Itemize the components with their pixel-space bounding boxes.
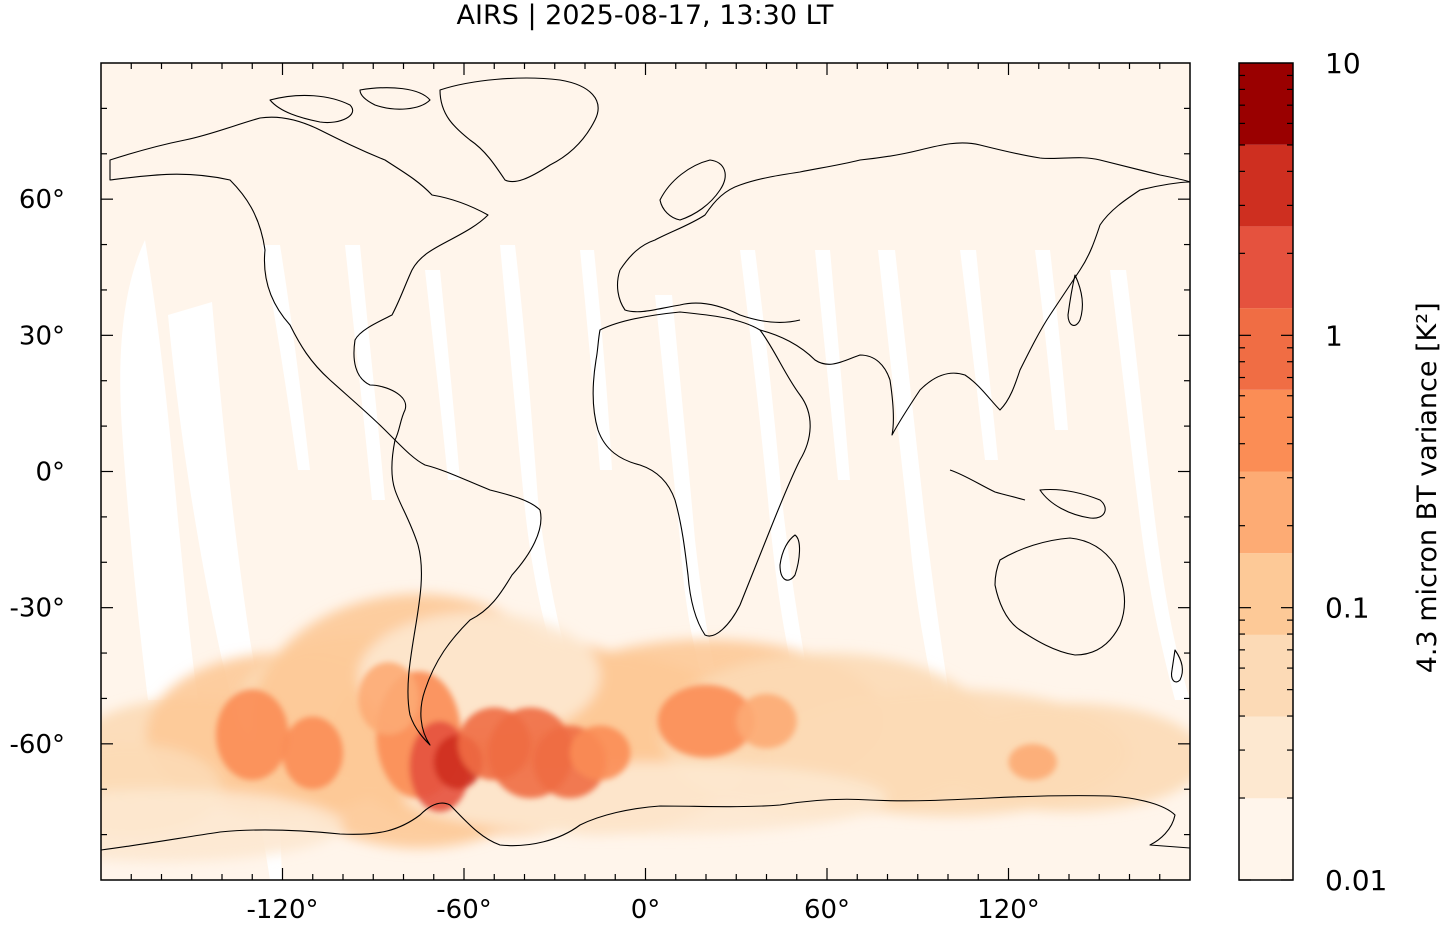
variance-high [215, 662, 1057, 812]
colorbar-band [1239, 63, 1293, 145]
x-tick-label: -60° [436, 895, 491, 925]
variance-patch [569, 725, 631, 781]
colorbar-band [1239, 389, 1293, 472]
variance-patch [657, 684, 755, 758]
y-tick-label: -30° [10, 594, 65, 624]
colorbar-tick-label: 1 [1325, 319, 1343, 352]
colorbar-label: 4.3 micron BT variance [K²] [1412, 302, 1442, 673]
colorbar-band [1239, 553, 1293, 635]
colorbar-tick-label: 10 [1325, 47, 1361, 80]
y-tick-label: 0° [35, 458, 65, 488]
variance-patch [282, 716, 343, 790]
x-tick-label: 0° [631, 895, 661, 925]
x-tick-label: 60° [804, 895, 850, 925]
variance-patch [1008, 743, 1057, 781]
variance-patch [358, 662, 419, 735]
colorbar: 10 1 0.1 0.01 4.3 micron BT variance [K²] [1238, 47, 1442, 897]
y-tick-label: -60° [10, 730, 65, 760]
colorbar-band [1239, 308, 1293, 390]
x-tick-label: -120° [246, 895, 318, 925]
colorbar-frame [1238, 62, 1294, 881]
colorbar-band [1239, 226, 1293, 309]
variance-patch [932, 702, 1190, 812]
colorbar-band [1239, 634, 1293, 717]
coastlines [101, 77, 1190, 851]
colorbar-band [1239, 144, 1293, 227]
y-tick-label: 60° [19, 185, 65, 215]
chart-title: AIRS | 2025-08-17, 13:30 LT [457, 0, 834, 31]
colorbar-band [1239, 471, 1293, 554]
variance-patch [215, 689, 289, 781]
colorbar-band [1239, 798, 1293, 880]
variance-patch [101, 789, 343, 862]
y-tick-label: 30° [19, 321, 65, 351]
map-axes: -120° -60° 0° 60° 120° 60° 30° 0° -30° -60° [10, 62, 1191, 925]
colorbar-tick-label: 0.01 [1325, 864, 1387, 897]
variance-patch [736, 693, 797, 749]
colorbar-band [1239, 716, 1293, 799]
colorbar-tick-label: 0.1 [1325, 592, 1370, 625]
variance-field [101, 594, 1190, 862]
x-tick-label: 120° [977, 895, 1040, 925]
map-panel [101, 63, 1190, 880]
